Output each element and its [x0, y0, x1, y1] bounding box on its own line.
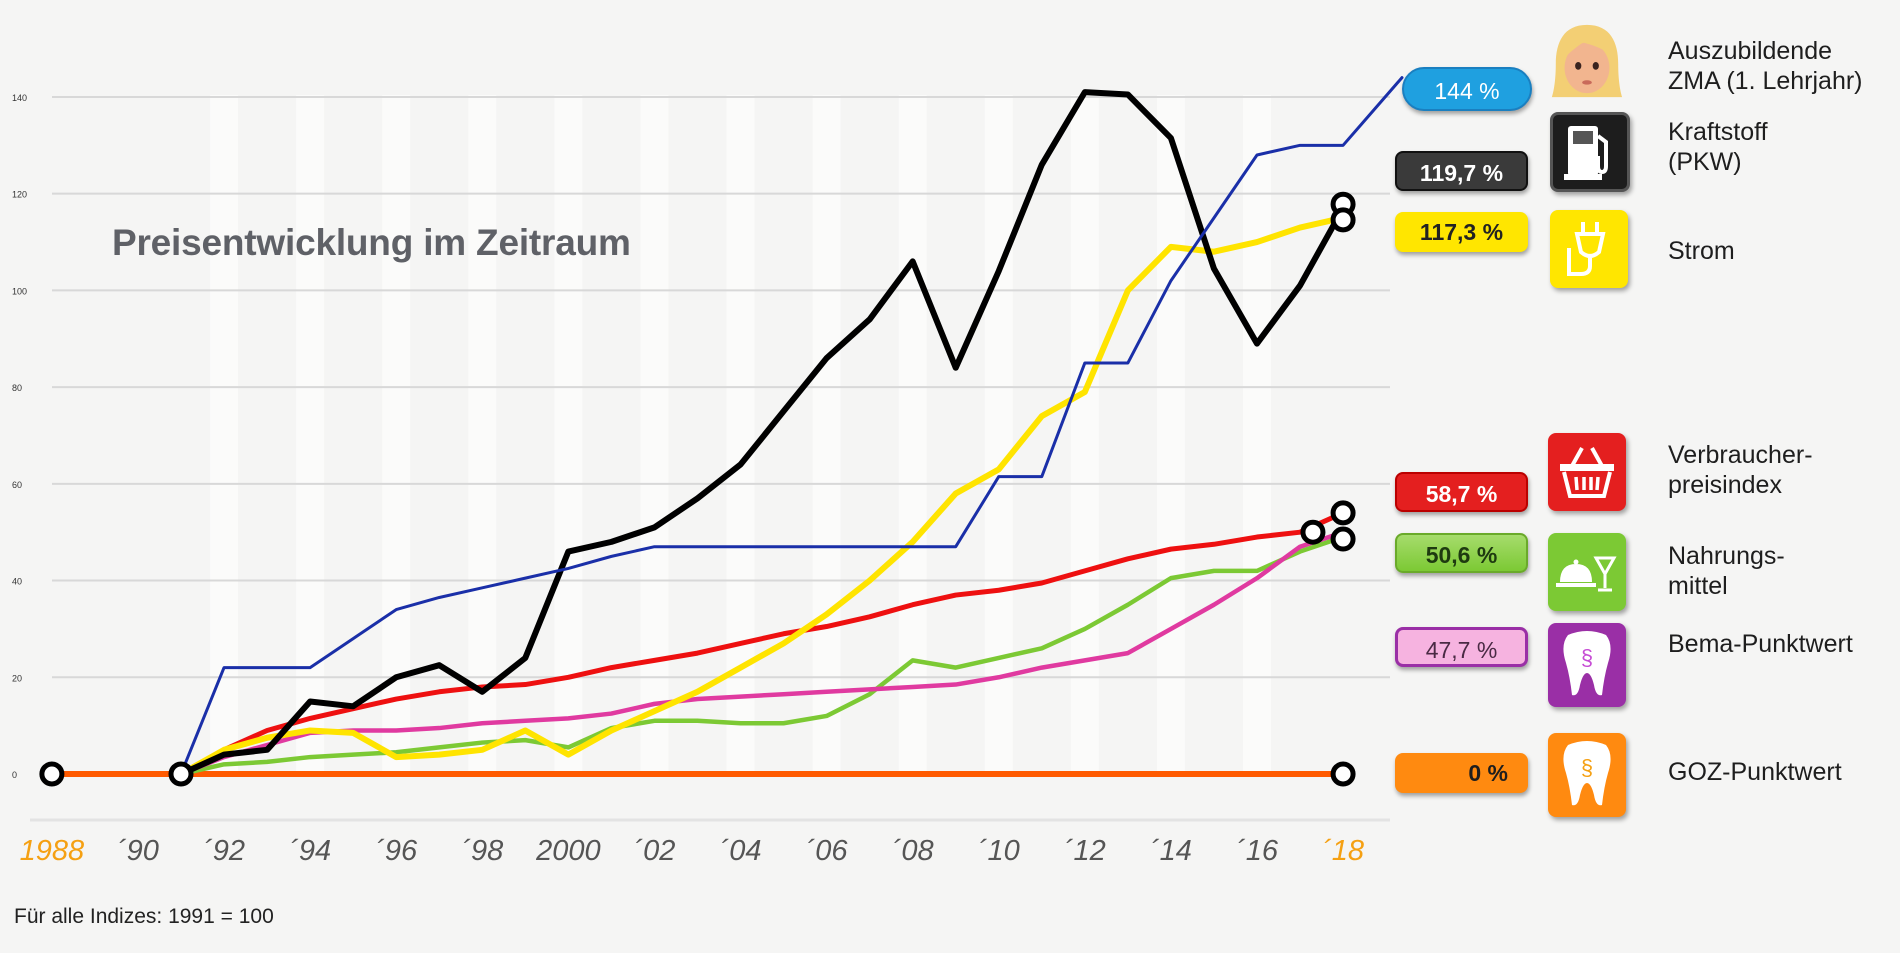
series-line-verbraucherpreisindex [178, 510, 1346, 777]
y-tick-label: 100 [12, 286, 27, 296]
x-axis-ticks: 1988 ´90 ´92 ´94 ´96 ´98 2000 ´02 ´04 ´06 ´08 ´10 ´1… [20, 835, 1364, 867]
series-markers [39, 191, 1356, 787]
x-tick-label: ´08 [892, 835, 934, 867]
background-stripe [1243, 95, 1271, 775]
svg-text:§: § [1581, 755, 1593, 780]
start-marker-1988 [39, 761, 65, 787]
end-marker-power [1330, 207, 1356, 233]
legend-label-line: Nahrungs- [1668, 542, 1785, 570]
x-tick-label: ´06 [806, 835, 849, 867]
x-tick-label: ´04 [720, 835, 762, 867]
series-line-kraftstoff-pkw- [178, 89, 1347, 777]
y-tick-label: 0 [12, 770, 17, 780]
x-tick-label: ´16 [1236, 835, 1279, 867]
x-tick-label: ´18 [1322, 835, 1364, 867]
background-stripe [812, 95, 841, 775]
woman-emoji-icon [1548, 22, 1626, 100]
badge-zma: 144 % [1402, 67, 1532, 111]
legend-label-line: GOZ-Punktwert [1668, 758, 1842, 786]
legend-label-fuel: Kraftstoff (PKW) [1668, 117, 1768, 177]
end-marker-bema [1300, 519, 1326, 545]
tooth-paragraph-icon: § [1548, 733, 1626, 817]
background-stripes [210, 95, 1271, 775]
badge-bema: 47,7 % [1395, 627, 1528, 667]
end-marker-goz [1330, 761, 1356, 787]
end-marker-food [1330, 526, 1356, 552]
chart-title: Preisentwicklung im Zeitraum [112, 222, 631, 263]
y-tick-label: 120 [12, 190, 27, 200]
end-marker-cpi [1330, 500, 1356, 526]
background-stripe [1156, 95, 1185, 775]
legend-label-power: Strom [1668, 236, 1735, 266]
background-stripe [382, 95, 411, 775]
legend-label-goz: GOZ-Punktwert [1668, 757, 1842, 787]
tooth-paragraph-icon: § [1548, 623, 1626, 707]
badge-goz: 0 % [1395, 753, 1528, 793]
x-tick-label: ´02 [633, 835, 675, 867]
index-footnote: Für alle Indizes: 1991 = 100 [14, 905, 274, 928]
x-tick-label: ´14 [1150, 835, 1192, 867]
y-tick-label: 60 [12, 480, 22, 490]
background-stripe [898, 95, 927, 775]
series-line-auszubildende-zma-1-lehrjahr- [179, 76, 1404, 776]
fuel-pump-icon [1550, 112, 1630, 192]
food-drink-icon [1548, 533, 1626, 611]
legend-label-line: Auszubildende [1668, 37, 1833, 65]
start-marker-1991 [168, 761, 194, 787]
x-tick-label: ´92 [203, 835, 245, 867]
x-tick-label: ´12 [1064, 835, 1106, 867]
legend-label-bema: Bema-Punktwert [1668, 629, 1853, 659]
badge-food: 50,6 % [1395, 533, 1528, 573]
background-stripe [296, 95, 325, 775]
legend-label-line: ZMA (1. Lehrjahr) [1668, 67, 1863, 95]
series-line-nahrungsmittel [178, 534, 1346, 777]
legend-label-line: mittel [1668, 572, 1728, 600]
legend-label-zma: Auszubildende ZMA (1. Lehrjahr) [1668, 36, 1863, 96]
y-axis-ticks: 0 20 40 60 80 100 120 140 [12, 93, 27, 780]
shopping-basket-icon [1548, 433, 1626, 511]
x-tick-label: ´94 [289, 835, 331, 867]
badge-fuel: 119,7 % [1395, 151, 1528, 191]
series-line-bema-punktwert [178, 529, 1346, 777]
x-tick-label: ´96 [375, 835, 418, 867]
legend-label-line: Kraftstoff [1668, 118, 1768, 146]
x-tick-label: 1988 [20, 835, 85, 867]
legend-label-food: Nahrungs- mittel [1668, 541, 1785, 601]
x-tick-label: ´98 [461, 835, 503, 867]
y-tick-label: 40 [12, 577, 22, 587]
series-lines [48, 76, 1404, 777]
series-line-strom [178, 214, 1347, 777]
background-stripe [640, 95, 669, 775]
background-stripe [468, 95, 497, 775]
x-tick-label: 2000 [535, 835, 601, 867]
legend-label-line: Strom [1668, 237, 1735, 265]
y-tick-label: 140 [12, 93, 27, 103]
svg-text:§: § [1581, 645, 1593, 670]
background-stripe [554, 95, 583, 775]
legend-label-line: preisindex [1668, 471, 1782, 499]
legend-label-cpi: Verbraucher- preisindex [1668, 440, 1813, 500]
legend-label-line: (PKW) [1668, 148, 1742, 176]
x-tick-label: ´10 [978, 835, 1020, 867]
x-tick-label: ´90 [117, 835, 159, 867]
legend-label-line: Bema-Punktwert [1668, 630, 1853, 658]
background-stripe [1070, 95, 1099, 775]
badge-cpi: 58,7 % [1395, 472, 1528, 512]
legend-label-line: Verbraucher- [1668, 441, 1813, 469]
y-tick-label: 20 [12, 673, 22, 683]
power-plug-icon [1550, 210, 1628, 288]
badge-power: 117,3 % [1395, 212, 1528, 252]
background-stripe [210, 95, 239, 775]
y-tick-label: 80 [12, 383, 22, 393]
